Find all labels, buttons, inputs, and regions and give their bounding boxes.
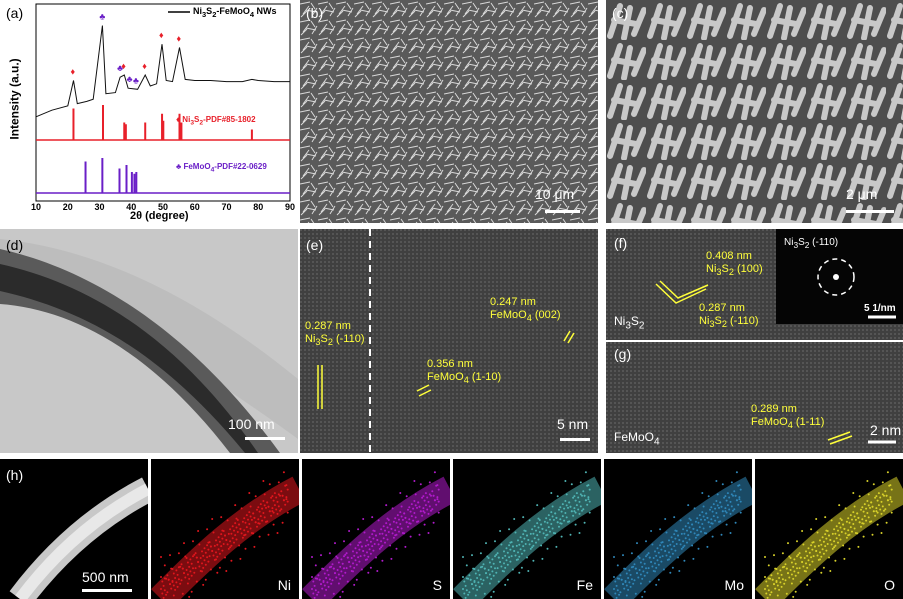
panel-label-e: (e) <box>306 237 324 253</box>
xrd-peak-marker: ♦ <box>177 34 182 44</box>
xrd-frame <box>35 3 291 202</box>
annotation-e-3: 0.356 nm FeMoO4 (1-10) <box>427 358 502 385</box>
saed-label: Ni3S2 (-110) <box>784 237 839 250</box>
ni3s2-ref-label: ♦ Ni3S2-PDF#85-1802 <box>176 115 256 127</box>
x-tick-label: 60 <box>189 202 200 212</box>
scale-label-f: 5 1/nm <box>864 303 896 314</box>
xrd-peak-marker: ♣ <box>127 74 133 84</box>
x-tick-label: 10 <box>30 202 41 212</box>
scale-label-c: 2 μm <box>846 186 878 202</box>
panel-b-sem: (b) 10 μm <box>300 0 598 223</box>
annotation-e-1: 0.287 nm Ni3S2 (-110) <box>305 320 365 347</box>
annotation-f-2: 0.287 nm Ni3S2 (-110) <box>699 302 759 329</box>
x-tick-label: 20 <box>62 202 73 212</box>
scale-bar-d <box>245 437 285 440</box>
hrtem-g-texture <box>606 342 903 453</box>
xrd-peak-marker: ♣ <box>133 75 139 85</box>
xrd-pattern-line <box>35 25 290 118</box>
xrd-chart: ♦♣♦♣♣ ♣♦♦ ♦ <box>35 3 291 202</box>
legend-label: Ni3S2-FeMoO4 NWs <box>193 6 277 19</box>
phase-label-g: FeMoO4 <box>614 430 660 448</box>
scale-label-b: 10 μm <box>535 186 575 202</box>
sem-nanowire-texture <box>300 0 598 223</box>
tem-nanowire <box>0 239 298 453</box>
panel-label-a: (a) <box>6 5 24 21</box>
scale-bar-h <box>82 589 132 592</box>
x-tick-label: 40 <box>126 202 137 212</box>
panel-e-hrtem: (e) 0.287 nm Ni3S2 (-110) 0.247 nm FeMoO4 … <box>300 229 598 453</box>
panel-label-d: (d) <box>6 237 24 253</box>
eds-element-label: Ni <box>277 577 291 593</box>
eds-element-label: S <box>432 577 442 593</box>
hrtem-texture <box>300 229 598 453</box>
annotation-f-1: 0.408 nm Ni3S2 (100) <box>706 250 763 277</box>
scale-bar-c <box>846 210 894 213</box>
x-tick-label: 50 <box>157 202 168 212</box>
x-tick-label: 80 <box>253 202 264 212</box>
xrd-peak-marker: ♦ <box>121 61 126 71</box>
eds-map-ni: Ni <box>151 459 299 599</box>
phase-label-f: Ni3S2 <box>614 314 645 332</box>
panel-h-haadf: (h) 500 nm <box>0 459 148 599</box>
hrtem-f-texture <box>606 229 903 340</box>
scale-label-g: 2 nm <box>870 422 902 438</box>
xrd-peak-marker: ♣ <box>117 63 123 73</box>
annotation-e-2: 0.247 nm FeMoO4 (002) <box>490 296 561 323</box>
panel-label-c: (c) <box>612 5 629 21</box>
y-axis-label: Intensity (a.u.) <box>7 58 22 140</box>
panel-f-hrtem: (f) 0.408 nm Ni3S2 (100) 0.287 nm Ni3S2 (-… <box>606 229 903 340</box>
annotation-g-1: 0.289 nm FeMoO4 (1-11) <box>751 403 825 430</box>
scale-bar-b <box>545 210 580 213</box>
xrd-peak-marker: ♦ <box>142 61 147 71</box>
panel-label-g: (g) <box>614 346 632 362</box>
eds-map-mo: Mo <box>604 459 752 599</box>
panel-a-xrd: ♦ ♣ ♦ ♣ ♣ ♣ ♦ ♦ ♦ (a) Ni3S2-FeMoO4 NWs ♦ Ni3S2-P… <box>0 0 295 223</box>
panel-label-f: (f) <box>614 235 628 251</box>
x-axis-label: 2θ (degree) <box>130 210 189 222</box>
panel-d-tem: (d) 100 nm <box>0 229 298 453</box>
sem-rods-texture <box>606 0 903 223</box>
eds-map-o: O <box>755 459 903 599</box>
femoo4-ref-label: ♣ FeMoO4-PDF#22-0629 <box>176 162 267 174</box>
panel-g-hrtem: (g) 0.289 nm FeMoO4 (1-11) FeMoO4 2 nm <box>606 342 903 453</box>
scale-label-d: 100 nm <box>228 416 275 432</box>
scale-label-e: 5 nm <box>557 416 589 432</box>
x-tick-label: 70 <box>221 202 232 212</box>
eds-map-fe: Fe <box>453 459 601 599</box>
scale-bar-e <box>560 438 590 441</box>
haadf-wire <box>9 477 148 599</box>
panel-label-b: (b) <box>306 5 324 21</box>
eds-element-label: O <box>884 577 895 593</box>
xrd-peak-marker: ♣ <box>99 12 105 22</box>
eds-map-s: S <box>302 459 450 599</box>
xrd-peak-marker: ♦ <box>159 30 164 40</box>
x-tick-label: 90 <box>284 202 295 212</box>
eds-element-label: Mo <box>724 577 744 593</box>
eds-element-label: Fe <box>576 577 593 593</box>
xrd-peak-marker: ♦ <box>70 67 75 77</box>
panel-label-h: (h) <box>6 467 24 483</box>
x-tick-label: 30 <box>94 202 105 212</box>
panel-c-sem: (c) 2 μm <box>606 0 903 223</box>
scale-label-h: 500 nm <box>82 569 129 585</box>
